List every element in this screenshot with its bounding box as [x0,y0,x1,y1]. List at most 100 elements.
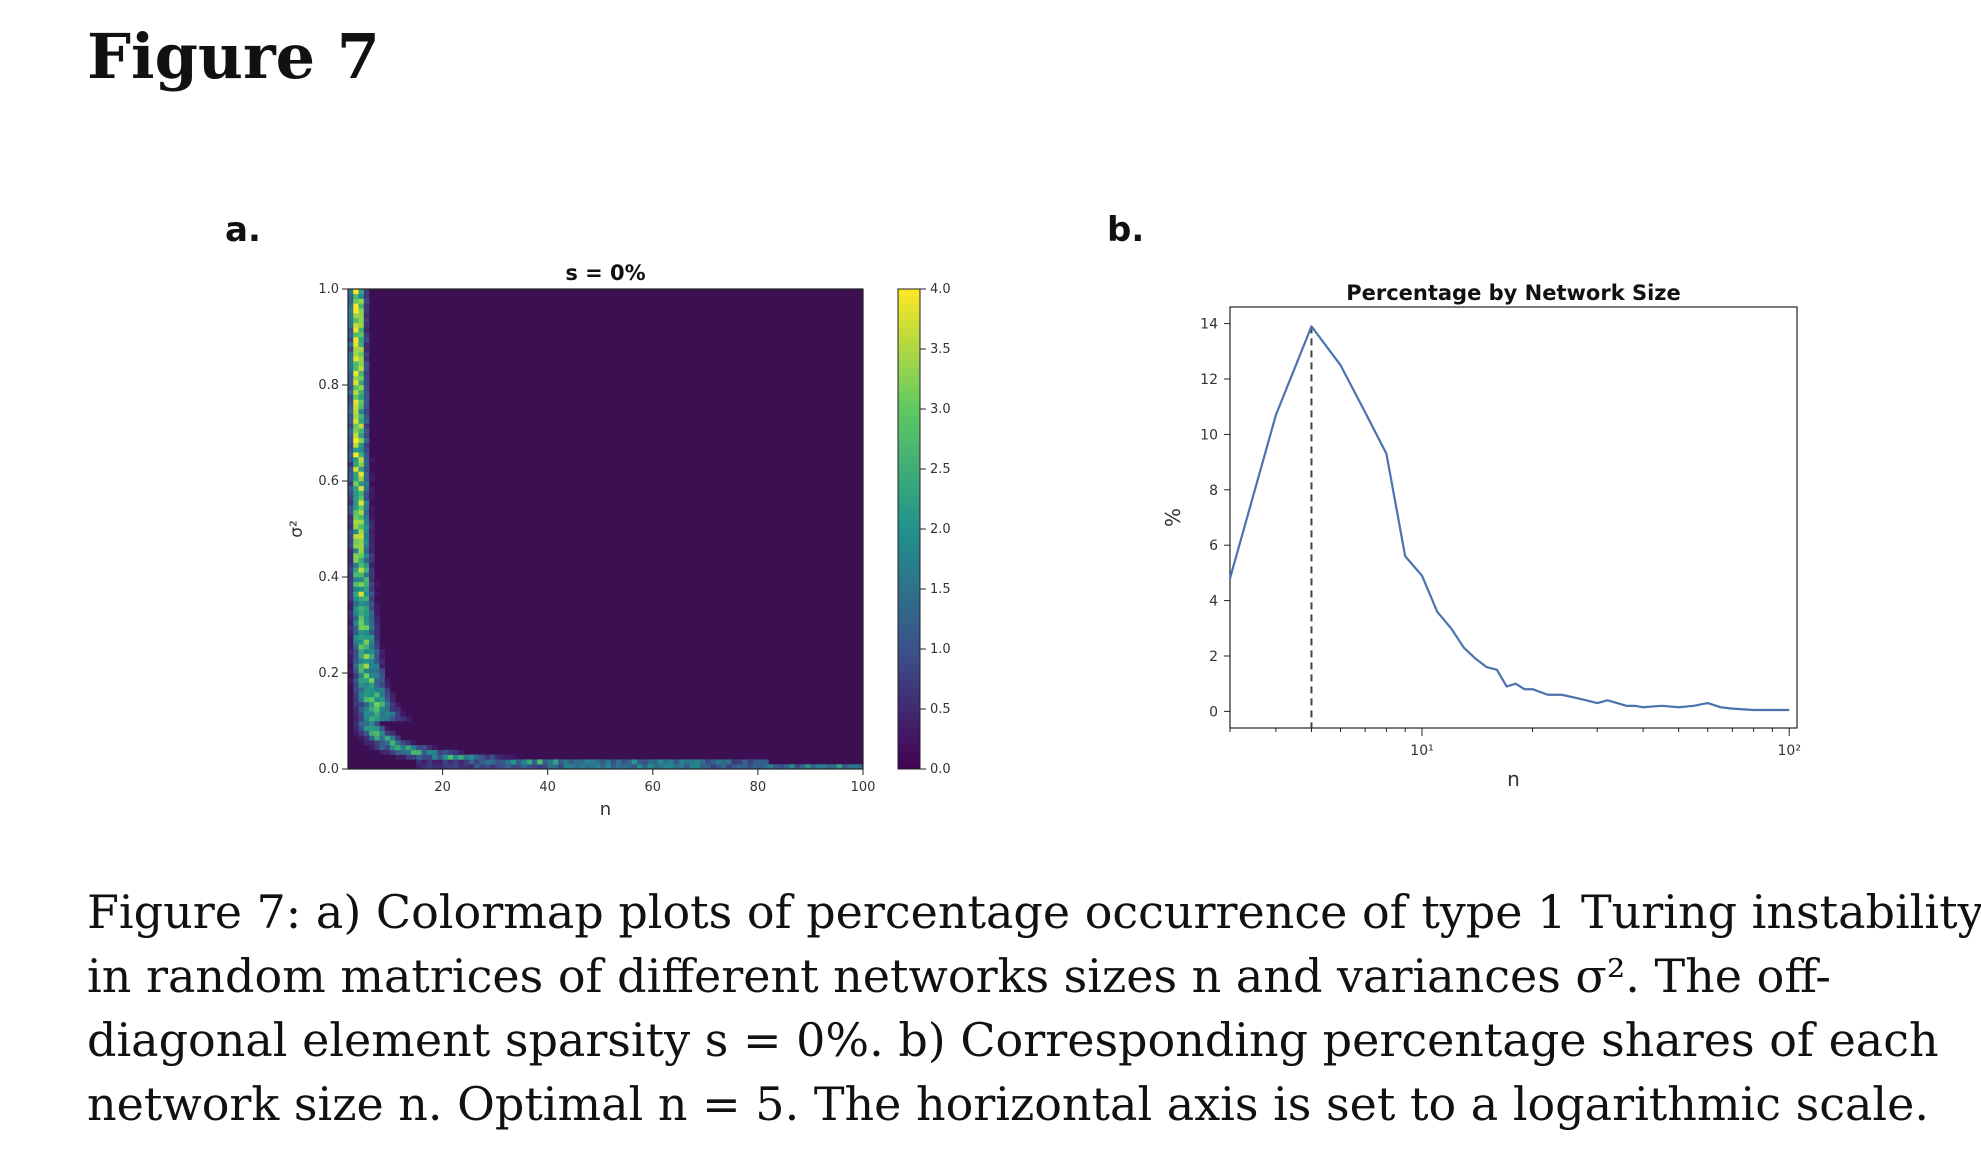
heatmap-cell [369,735,375,741]
heatmap-cell [458,764,464,770]
heatmap-cell [363,361,370,367]
heatmap-cell [348,476,354,482]
heatmap-cell [400,754,407,760]
heatmap-cell [563,764,570,770]
heatmap-cell [621,759,627,765]
heatmap-cell [857,764,864,770]
heatmap-cell [363,313,370,319]
heatmap-cell [552,759,559,765]
heatmap-cell [379,706,386,712]
colorbar-segment [898,537,920,546]
heatmap-cell [363,639,370,645]
heatmap-cell [348,577,354,583]
heatmap-cell [348,538,354,544]
heatmap-cell [353,557,359,563]
colorbar-segment [898,553,920,562]
heatmap-cell [358,399,365,405]
heatmap-cell [353,586,359,592]
heatmap-cell [379,725,386,731]
heatmap-cell [358,615,365,621]
x-tick-label: 10² [1778,743,1801,759]
heatmap-cell [778,764,785,770]
heatmap-cell [348,418,354,424]
heatmap-cell [447,749,454,755]
heatmap-cell [353,452,359,458]
heatmap-cell [363,289,370,295]
heatmap-cell [374,673,380,679]
heatmap-cell [353,308,359,314]
heatmap-cell [374,629,380,635]
heatmap-cell [358,298,365,304]
heatmap-cell [437,754,443,760]
heatmap-cell [363,447,370,453]
heatmap-cell [348,375,354,381]
heatmap-cell [358,428,365,434]
heatmap-cell [479,764,485,770]
heatmap-cell [358,293,365,299]
heatmap-cell [353,519,359,525]
heatmap-cell [363,337,370,343]
heatmap-cell [453,749,459,755]
heatmap-cell [820,764,827,770]
heatmap-cell [358,466,365,472]
colorbar-segment [898,353,920,362]
heatmap-cell [353,399,359,405]
heatmap-cell [363,740,370,746]
heatmap-cell [348,485,354,491]
heatmap-cell [358,562,365,568]
heatmap-cell [358,721,365,727]
heatmap-cell [358,519,365,525]
heatmap-cell [369,730,375,736]
heatmap-cell [542,759,548,765]
heatmap-cell [358,346,365,352]
line-chart-title: Percentage by Network Size [1346,281,1681,305]
heatmap-cell [353,730,359,736]
heatmap-cell [348,356,354,362]
heatmap-cell [369,476,375,482]
line-chart: Percentage by Network Size 0 2 4 6 8 10 12 14% 10… [1161,281,1801,791]
heatmap-cell [348,457,354,463]
heatmap-cell [363,452,370,458]
heatmap-cell [437,764,443,770]
heatmap-cell [369,653,375,659]
heatmap-cell [369,586,375,592]
heatmap-cell [369,471,375,477]
heatmap-cell [379,677,386,683]
heatmap-cell [363,457,370,463]
heatmap-cell [484,759,491,765]
heatmap-cell [353,701,359,707]
heatmap-cell [348,505,354,511]
heatmap-cell [426,749,433,755]
heatmap-cell [379,697,386,703]
x-tick-label: 60 [645,780,662,795]
heatmap-cell [353,437,359,443]
heatmap-cell [374,653,380,659]
heatmap-cell [369,629,375,635]
y-tick-label: 10 [1200,427,1218,443]
heatmap-cell [358,596,365,602]
heatmap-cell [358,418,365,424]
heatmap-cell [384,740,391,746]
colorbar-segment [898,417,920,426]
colorbar-segment [898,625,920,634]
colorbar-tick-label: 0.0 [930,762,951,777]
heatmap-cell [395,749,401,755]
heatmap-cell [594,759,601,765]
heatmap-cell [353,644,359,650]
heatmap-cell [384,735,391,741]
heatmap-cell [353,500,359,506]
heatmap-cell [353,346,359,352]
panel-b-label: b. [1107,210,1145,250]
heatmap-cell [353,509,359,515]
colorbar-segment [898,617,920,626]
heatmap-cell [363,620,370,626]
heatmap-cell [353,428,359,434]
heatmap-cell [447,759,454,765]
heatmap-cell [358,687,365,693]
heatmap-cell [358,514,365,520]
heatmap-cell [353,581,359,587]
heatmap-cell [363,327,370,333]
heatmap-cell [358,327,365,333]
heatmap-cell [589,764,596,770]
heatmap-cell [369,745,375,751]
